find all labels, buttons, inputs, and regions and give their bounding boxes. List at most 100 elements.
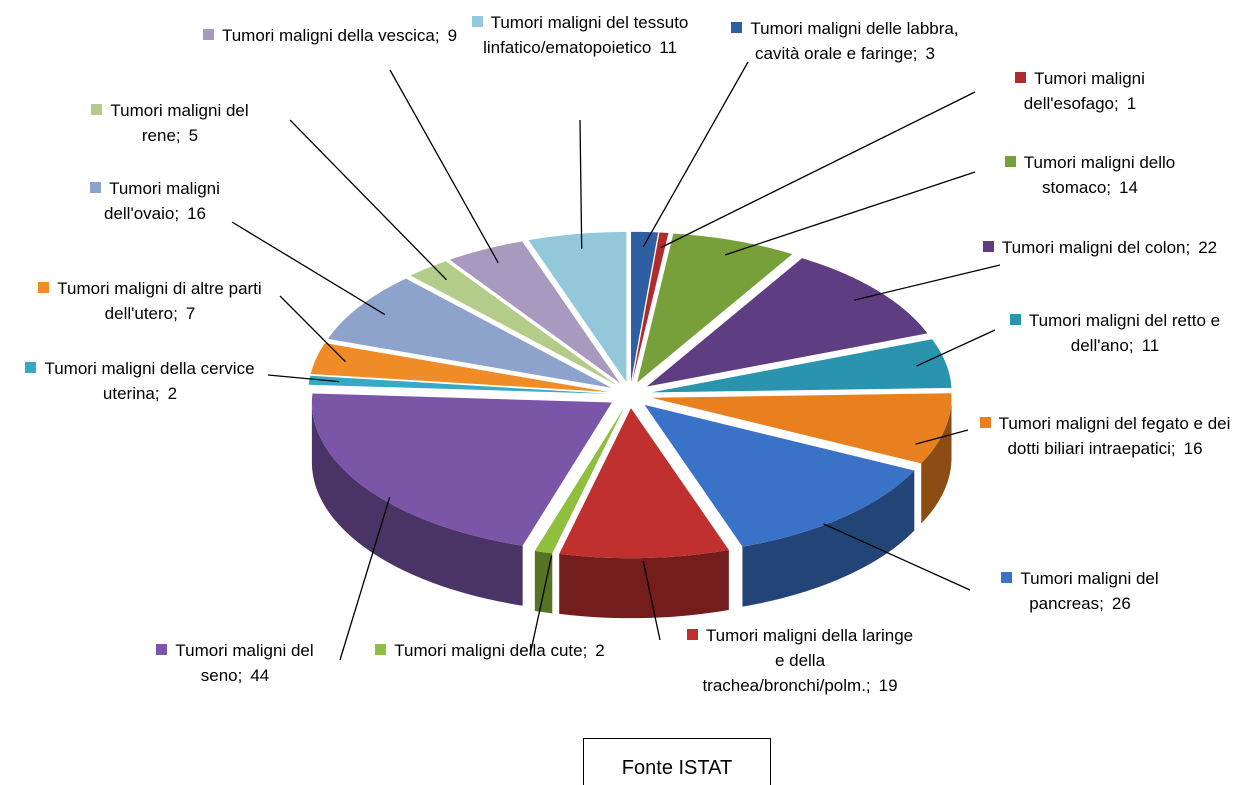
slice-name: Tumori maligni della cute;	[394, 641, 588, 660]
slice-label: Tumori maligni dell'ovaio; 16	[55, 176, 255, 226]
slice	[646, 258, 928, 387]
slice-name: Tumori maligni del tessuto linfatico/ema…	[483, 13, 689, 57]
slice-value: 44	[250, 666, 270, 685]
slice-name: Tumori maligni delle labbra, cavità oral…	[750, 19, 959, 63]
legend-swatch	[471, 16, 483, 27]
slice-name: Tumori maligni della vescica;	[221, 26, 440, 45]
legend-swatch	[1009, 314, 1021, 325]
slice-value: 11	[659, 38, 677, 57]
slice-name: Tumori maligni dello stomaco;	[1023, 153, 1176, 197]
slice-label: Tumori maligni della cute; 2	[370, 638, 610, 663]
legend-swatch	[90, 182, 102, 193]
slice-name: Tumori maligni della laringe e della tra…	[702, 626, 914, 695]
slice-name: Tumori maligni dell'ovaio;	[104, 179, 220, 223]
slice-label: Tumori maligni del colon; 22	[980, 235, 1220, 260]
slice-name: Tumori maligni del retto e dell'ano;	[1028, 311, 1221, 355]
leader-line	[579, 119, 583, 249]
slice-value: 2	[595, 641, 605, 660]
slice	[534, 407, 625, 554]
slice-side	[311, 402, 523, 606]
slice-name: Tumori maligni dell'esofago;	[1023, 69, 1145, 113]
slice-label: Tumori maligni del tessuto linfatico/ema…	[465, 10, 695, 60]
slice	[311, 393, 612, 546]
slice-value: 22	[1198, 238, 1218, 257]
slice-label: Tumori maligni dello stomaco; 14	[970, 150, 1210, 200]
leader-line	[823, 523, 971, 591]
slice-label: Tumori maligni del seno; 44	[120, 638, 350, 688]
slice-value: 2	[167, 384, 178, 403]
leader-line	[267, 374, 340, 383]
slice-value: 19	[878, 676, 898, 695]
slice-value: 5	[188, 126, 199, 145]
slice-label: Tumori maligni del pancreas; 26	[960, 566, 1200, 616]
leader-line	[642, 61, 749, 248]
slice-label: Tumori maligni del retto e dell'ano; 11	[995, 308, 1235, 358]
slice-label: Tumori maligni della cervice uterina; 2	[15, 356, 265, 406]
slice-value: 11	[1141, 336, 1160, 355]
legend-swatch	[202, 29, 214, 40]
leader-line	[339, 496, 391, 661]
source: Fonte ISTAT	[583, 738, 771, 785]
leader-line	[279, 295, 346, 363]
slice-value: 1	[1126, 94, 1137, 113]
slice-name: Tumori maligni del rene;	[110, 101, 249, 145]
slice-label: Tumori maligni della laringe e della tra…	[680, 623, 920, 698]
legend-swatch	[686, 629, 698, 640]
legend-swatch	[38, 282, 50, 293]
legend-swatch	[156, 644, 168, 655]
legend-swatch	[1001, 572, 1013, 583]
slice	[632, 232, 669, 382]
slice-label: Tumori maligni del fegato e dei dotti bi…	[975, 411, 1235, 461]
slice-name: Tumori maligni del pancreas;	[1020, 569, 1159, 613]
slice	[410, 261, 617, 385]
slice	[637, 233, 793, 383]
slice-value: 14	[1119, 178, 1138, 197]
leader-line	[231, 221, 386, 316]
slice	[310, 343, 609, 393]
slice-label: Tumori maligni della vescica; 9	[200, 23, 460, 48]
leader-line	[389, 69, 499, 264]
slice-name: Tumori maligni del seno;	[175, 641, 314, 685]
slice-name: Tumori maligni del colon;	[1001, 238, 1191, 257]
slice-side	[921, 397, 952, 524]
slice	[308, 375, 609, 394]
slice	[644, 404, 915, 547]
slice-label: Tumori maligni delle labbra, cavità oral…	[725, 16, 965, 66]
slice-side	[534, 550, 553, 614]
legend-swatch	[1004, 156, 1016, 167]
slice-label: Tumori maligni di altre parti dell'utero…	[20, 276, 280, 326]
legend-swatch	[982, 241, 994, 252]
legend-swatch	[979, 417, 991, 428]
slice	[630, 231, 659, 382]
slice-label: Tumori maligni del rene; 5	[70, 98, 270, 148]
legend-swatch	[731, 22, 743, 33]
slice-value: 26	[1111, 594, 1131, 613]
legend-swatch	[25, 362, 37, 373]
leader-line	[642, 560, 661, 641]
slice	[651, 393, 952, 464]
slice	[449, 241, 621, 384]
slice-name: Tumori maligni di altre parti dell'utero…	[57, 279, 262, 323]
leader-line	[915, 429, 969, 445]
slice-value: 3	[925, 44, 935, 63]
legend-swatch	[1015, 72, 1027, 83]
slice-value: 7	[185, 304, 196, 323]
legend-swatch	[375, 644, 387, 655]
leader-line	[529, 555, 553, 656]
slice	[327, 278, 612, 388]
leader-line	[916, 329, 996, 367]
slice-value: 16	[187, 204, 206, 223]
slice-value: 9	[447, 26, 458, 45]
leader-line	[289, 119, 447, 281]
leader-line	[660, 91, 976, 249]
leader-line	[725, 171, 976, 256]
slice	[559, 408, 729, 559]
slice-side	[559, 549, 729, 619]
legend-swatch	[91, 104, 103, 115]
leader-line	[854, 264, 1001, 301]
slice	[651, 339, 952, 393]
slice-label: Tumori maligni dell'esofago; 1	[980, 66, 1180, 116]
slice-name: Tumori maligni del fegato e dei dotti bi…	[998, 414, 1231, 458]
